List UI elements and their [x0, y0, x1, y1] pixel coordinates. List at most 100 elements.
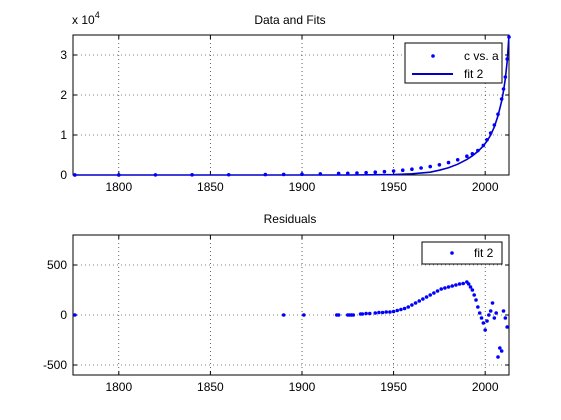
residual-point-16 [384, 310, 389, 314]
c-vs-a-point-22 [455, 158, 460, 162]
residual-point-46 [479, 316, 484, 320]
residual-point-34 [450, 284, 455, 288]
residual-point-44 [476, 305, 480, 309]
top-xtick-label-1850: 1850 [197, 180, 224, 194]
bottom-xtick-label-2000: 2000 [472, 380, 499, 394]
residual-point-39 [466, 282, 471, 286]
residual-point-22 [406, 305, 411, 309]
c-vs-a-point-14 [382, 169, 387, 174]
c-vs-a-point-25 [476, 148, 480, 153]
residual-point-27 [424, 295, 429, 299]
c-vs-a-point-2 [153, 173, 158, 177]
c-vs-a-point-30 [496, 112, 500, 116]
c-vs-a-point-24 [470, 152, 475, 156]
top-xtick-label-1900: 1900 [289, 180, 316, 194]
bottom-ticks: 1800 1850 1900 1950 2000 -500 0 500 [43, 235, 509, 394]
residual-point-51 [488, 309, 493, 313]
residual-point-23 [410, 303, 414, 307]
c-vs-a-point-5 [263, 172, 268, 177]
c-vs-a-point-3 [190, 173, 194, 177]
bottom-xtick-label-1950: 1950 [380, 380, 407, 394]
c-vs-a-point-34 [505, 57, 509, 61]
residual-point-0 [73, 313, 77, 317]
c-vs-a-point-35 [507, 35, 511, 39]
residual-point-15 [380, 310, 385, 315]
c-vs-a-point-29 [492, 123, 497, 127]
c-vs-a-point-12 [364, 170, 368, 175]
legend-label-c-vs-a: c vs. a [464, 49, 499, 63]
residual-point-60 [505, 325, 509, 329]
top-y-exponent-label: x 104 [72, 10, 100, 27]
residual-point-49 [485, 319, 489, 323]
c-vs-a-point-16 [400, 168, 405, 172]
bottom-ytick-label-1: 0 [60, 308, 67, 322]
top-ytick-label-1: 1 [60, 128, 67, 142]
c-vs-a-point-8 [318, 172, 323, 176]
residual-point-32 [443, 286, 447, 290]
residual-point-37 [461, 281, 466, 286]
c-vs-a-point-17 [410, 167, 414, 171]
bottom-ytick-label-2: 500 [47, 258, 67, 272]
residual-point-17 [388, 310, 392, 314]
residual-point-21 [402, 306, 407, 311]
residual-point-26 [421, 297, 425, 301]
residual-point-4 [336, 313, 341, 317]
residual-point-45 [477, 311, 482, 315]
legend-label-fit-2-top: fit 2 [464, 67, 484, 81]
top-xtick-label-1950: 1950 [380, 180, 407, 194]
top-legend-box [404, 42, 503, 84]
residual-point-20 [399, 307, 403, 312]
c-vs-a-point-26 [481, 143, 486, 148]
legend-label-fit-2-bottom: fit 2 [474, 246, 494, 260]
top-ytick-label-0: 0 [60, 168, 67, 182]
c-vs-a-point-15 [391, 169, 396, 173]
residual-point-58 [501, 309, 506, 313]
c-vs-a-point-1 [116, 173, 121, 177]
c-vs-a-point-9 [336, 171, 341, 176]
residual-point-10 [360, 312, 365, 316]
legend-marker-fit-2-bottom [450, 251, 454, 255]
bottom-xtick-label-1850: 1850 [197, 380, 224, 394]
c-vs-a-point-4 [226, 172, 231, 177]
top-axes: Data and Fits x 104 1800 1850 1900 1950 2000… [60, 10, 511, 194]
residual-point-19 [395, 308, 400, 313]
residual-point-42 [472, 293, 476, 297]
residual-point-50 [487, 313, 491, 317]
c-vs-a-point-31 [499, 97, 504, 101]
residual-point-54 [494, 311, 498, 315]
c-vs-a-point-20 [437, 163, 442, 167]
residual-point-33 [446, 285, 451, 289]
c-vs-a-point-10 [345, 171, 350, 176]
c-vs-a-point-27 [485, 138, 489, 142]
residual-point-8 [351, 313, 356, 317]
residual-point-36 [457, 282, 462, 286]
c-vs-a-point-0 [73, 173, 77, 177]
c-vs-a-point-28 [488, 131, 493, 135]
residual-point-30 [435, 289, 440, 293]
residual-point-47 [481, 321, 486, 325]
residual-point-24 [413, 301, 418, 305]
top-ytick-label-3: 3 [60, 48, 67, 62]
c-vs-a-point-13 [373, 170, 378, 174]
bottom-grid [73, 235, 509, 375]
residual-point-13 [373, 311, 378, 315]
c-vs-a-point-21 [446, 160, 451, 165]
c-vs-a-point-6 [281, 172, 286, 177]
residual-point-48 [483, 328, 487, 332]
bottom-chart-title: Residuals [264, 212, 317, 226]
residual-point-25 [417, 299, 422, 303]
residual-point-28 [428, 293, 433, 297]
top-legend: c vs. a fit 2 [404, 42, 503, 84]
c-vs-a-point-18 [419, 166, 423, 170]
bottom-series [73, 280, 509, 359]
residual-point-35 [454, 283, 458, 287]
c-vs-a-point-23 [465, 154, 469, 158]
c-vs-a-point-7 [300, 172, 304, 176]
residual-point-55 [496, 355, 500, 359]
residual-point-14 [377, 310, 381, 315]
residual-point-12 [367, 311, 372, 316]
top-ytick-label-2: 2 [60, 88, 67, 102]
bottom-xtick-label-1800: 1800 [105, 380, 132, 394]
legend-marker-c-vs-a [431, 54, 435, 58]
